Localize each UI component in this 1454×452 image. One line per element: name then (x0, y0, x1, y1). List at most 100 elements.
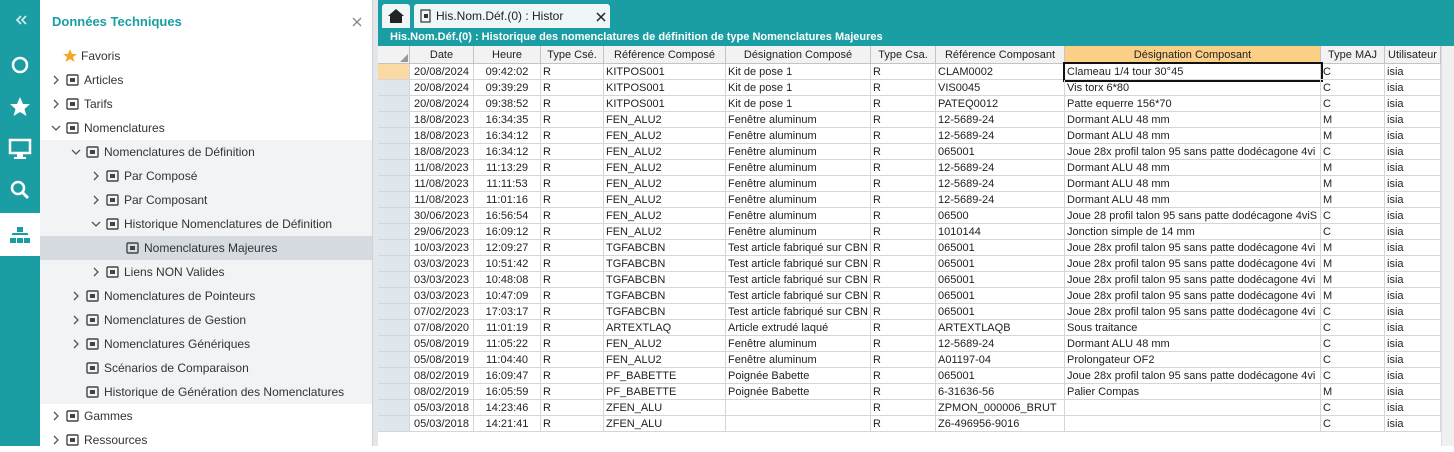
cell[interactable]: ARTEXTLAQ (604, 320, 726, 336)
cell[interactable]: 16:34:12 (474, 128, 541, 144)
tree-item[interactable]: Tarifs (84, 97, 113, 111)
cell[interactable]: Fenêtre aluminum (726, 192, 871, 208)
cell[interactable]: R (541, 128, 604, 144)
tree-item[interactable]: Gammes (84, 409, 133, 423)
cell[interactable]: 03/03/2023 (410, 256, 474, 272)
tree-item[interactable]: Scénarios de Comparaison (104, 361, 249, 375)
cell[interactable]: isia (1385, 336, 1441, 352)
cell[interactable]: Test article fabriqué sur CBN (726, 256, 871, 272)
cell[interactable]: 065001 (936, 304, 1065, 320)
column-header[interactable]: Date (410, 46, 474, 64)
cell[interactable]: R (871, 304, 936, 320)
cell[interactable]: Dormant ALU 48 mm (1065, 192, 1321, 208)
cell[interactable]: 12-5689-24 (936, 176, 1065, 192)
cell[interactable]: 065001 (936, 240, 1065, 256)
cell[interactable]: C (1321, 208, 1385, 224)
cell[interactable]: Fenêtre aluminum (726, 224, 871, 240)
row-selector[interactable] (378, 352, 410, 368)
tree-item[interactable]: Nomenclatures de Pointeurs (104, 289, 256, 303)
cell[interactable]: isia (1385, 176, 1441, 192)
cell[interactable]: Dormant ALU 48 mm (1065, 176, 1321, 192)
cell[interactable]: Patte equerre 156*70 (1065, 96, 1321, 112)
row-selector[interactable] (378, 336, 410, 352)
column-header[interactable]: Désignation Composé (726, 46, 871, 64)
row-selector[interactable] (378, 272, 410, 288)
column-header[interactable]: Utilisateur (1385, 46, 1441, 64)
tree-item[interactable]: Liens NON Valides (124, 265, 225, 279)
row-selector[interactable] (378, 416, 410, 432)
tree-item[interactable]: Favoris (81, 49, 121, 63)
cell[interactable]: ZPMON_000006_BRUT (936, 400, 1065, 416)
cell[interactable]: 11:04:40 (474, 352, 541, 368)
cell[interactable]: Prolongateur OF2 (1065, 352, 1321, 368)
row-selector[interactable] (378, 368, 410, 384)
column-header[interactable]: Type Csé. (541, 46, 604, 64)
cell[interactable]: 18/08/2023 (410, 144, 474, 160)
cell[interactable]: 06500 (936, 208, 1065, 224)
column-header[interactable]: Type Csa. (871, 46, 936, 64)
cell[interactable]: 05/03/2018 (410, 400, 474, 416)
cell[interactable]: C (1321, 336, 1385, 352)
cell[interactable]: PF_BABETTE (604, 384, 726, 400)
cell[interactable]: C (1321, 416, 1385, 432)
cell[interactable]: Fenêtre aluminum (726, 336, 871, 352)
cell[interactable]: R (541, 208, 604, 224)
cell[interactable]: C (1321, 400, 1385, 416)
cell[interactable]: VIS0045 (936, 80, 1065, 96)
cell[interactable]: 16:34:12 (474, 144, 541, 160)
cell[interactable]: M (1321, 384, 1385, 400)
cell[interactable]: R (541, 192, 604, 208)
cell[interactable]: R (541, 96, 604, 112)
cell[interactable]: 20/08/2024 (410, 64, 474, 80)
cell[interactable]: isia (1385, 224, 1441, 240)
cell[interactable]: isia (1385, 352, 1441, 368)
cell[interactable]: Dormant ALU 48 mm (1065, 160, 1321, 176)
cell[interactable]: C (1321, 80, 1385, 96)
cell[interactable]: 12-5689-24 (936, 160, 1065, 176)
cell[interactable]: R (871, 320, 936, 336)
cell[interactable]: R (541, 80, 604, 96)
cell[interactable]: ZFEN_ALU (604, 400, 726, 416)
home-tab[interactable] (382, 4, 410, 28)
row-selector[interactable] (378, 160, 410, 176)
row-selector[interactable] (378, 304, 410, 320)
cell[interactable]: TGFABCBN (604, 240, 726, 256)
tree-item[interactable]: Historique de Génération des Nomenclatur… (104, 385, 345, 399)
cell[interactable]: C (1321, 96, 1385, 112)
cell[interactable]: Joue 28x profil talon 95 sans patte dodé… (1065, 288, 1321, 304)
cell[interactable]: R (541, 320, 604, 336)
cell[interactable]: 065001 (936, 368, 1065, 384)
column-header[interactable]: Désignation Composant (1065, 46, 1321, 64)
tree-item[interactable]: Nomenclatures de Définition (104, 145, 255, 159)
cell[interactable]: isia (1385, 320, 1441, 336)
close-side[interactable] (352, 17, 362, 27)
cell[interactable]: isia (1385, 192, 1441, 208)
cell[interactable]: 09:39:29 (474, 80, 541, 96)
row-selector[interactable] (378, 400, 410, 416)
cell[interactable]: R (541, 384, 604, 400)
column-header[interactable]: Référence Composé (604, 46, 726, 64)
cell[interactable]: R (871, 80, 936, 96)
cell[interactable]: 08/02/2019 (410, 368, 474, 384)
cell[interactable]: 12-5689-24 (936, 336, 1065, 352)
cell[interactable]: FEN_ALU2 (604, 176, 726, 192)
cell[interactable]: Dormant ALU 48 mm (1065, 128, 1321, 144)
cell[interactable]: 20/08/2024 (410, 96, 474, 112)
cell[interactable]: ARTEXTLAQB (936, 320, 1065, 336)
cell[interactable]: 11/08/2023 (410, 176, 474, 192)
cell[interactable]: KITPOS001 (604, 96, 726, 112)
cell[interactable]: isia (1385, 384, 1441, 400)
cell[interactable]: 1010144 (936, 224, 1065, 240)
cell[interactable]: FEN_ALU2 (604, 224, 726, 240)
cell[interactable]: isia (1385, 400, 1441, 416)
cell[interactable]: C (1321, 224, 1385, 240)
cell[interactable]: TGFABCBN (604, 288, 726, 304)
cell[interactable]: isia (1385, 416, 1441, 432)
cell[interactable]: R (871, 160, 936, 176)
cell[interactable]: R (541, 144, 604, 160)
cell[interactable]: Poignée Babette (726, 384, 871, 400)
cell[interactable]: R (871, 64, 936, 80)
cell[interactable]: 12-5689-24 (936, 112, 1065, 128)
cell[interactable]: 11:11:53 (474, 176, 541, 192)
cell[interactable]: R (871, 240, 936, 256)
